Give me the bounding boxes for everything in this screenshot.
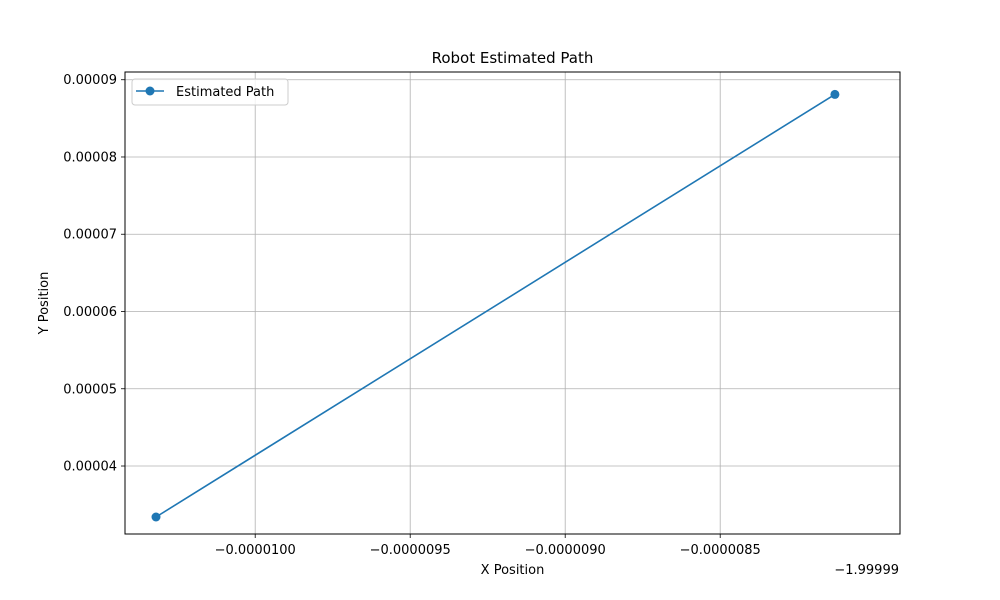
x-tick-label: −0.0000095 [370, 543, 451, 558]
y-tick-label: 0.00007 [63, 228, 117, 243]
data-point [830, 90, 839, 99]
x-axis-label: X Position [481, 563, 545, 578]
y-axis-label: Y Position [37, 272, 52, 336]
y-tick-label: 0.00008 [63, 150, 117, 165]
y-tick-label: 0.00004 [63, 460, 117, 475]
x-tick-label: −0.0000085 [680, 543, 761, 558]
data-point [152, 513, 161, 522]
y-tick-label: 0.00009 [63, 73, 117, 88]
legend-marker-icon [146, 87, 155, 96]
legend-label-estimated-path: Estimated Path [176, 85, 274, 100]
x-tick-label: −0.0000090 [525, 543, 606, 558]
y-tick-label: 0.00006 [63, 305, 117, 320]
x-axis-offset-label: −1.99999 [834, 563, 899, 578]
chart-title: Robot Estimated Path [432, 49, 594, 67]
y-tick-label: 0.00005 [63, 382, 117, 397]
x-tick-label: −0.0000100 [215, 543, 296, 558]
legend: Estimated Path [132, 79, 288, 105]
